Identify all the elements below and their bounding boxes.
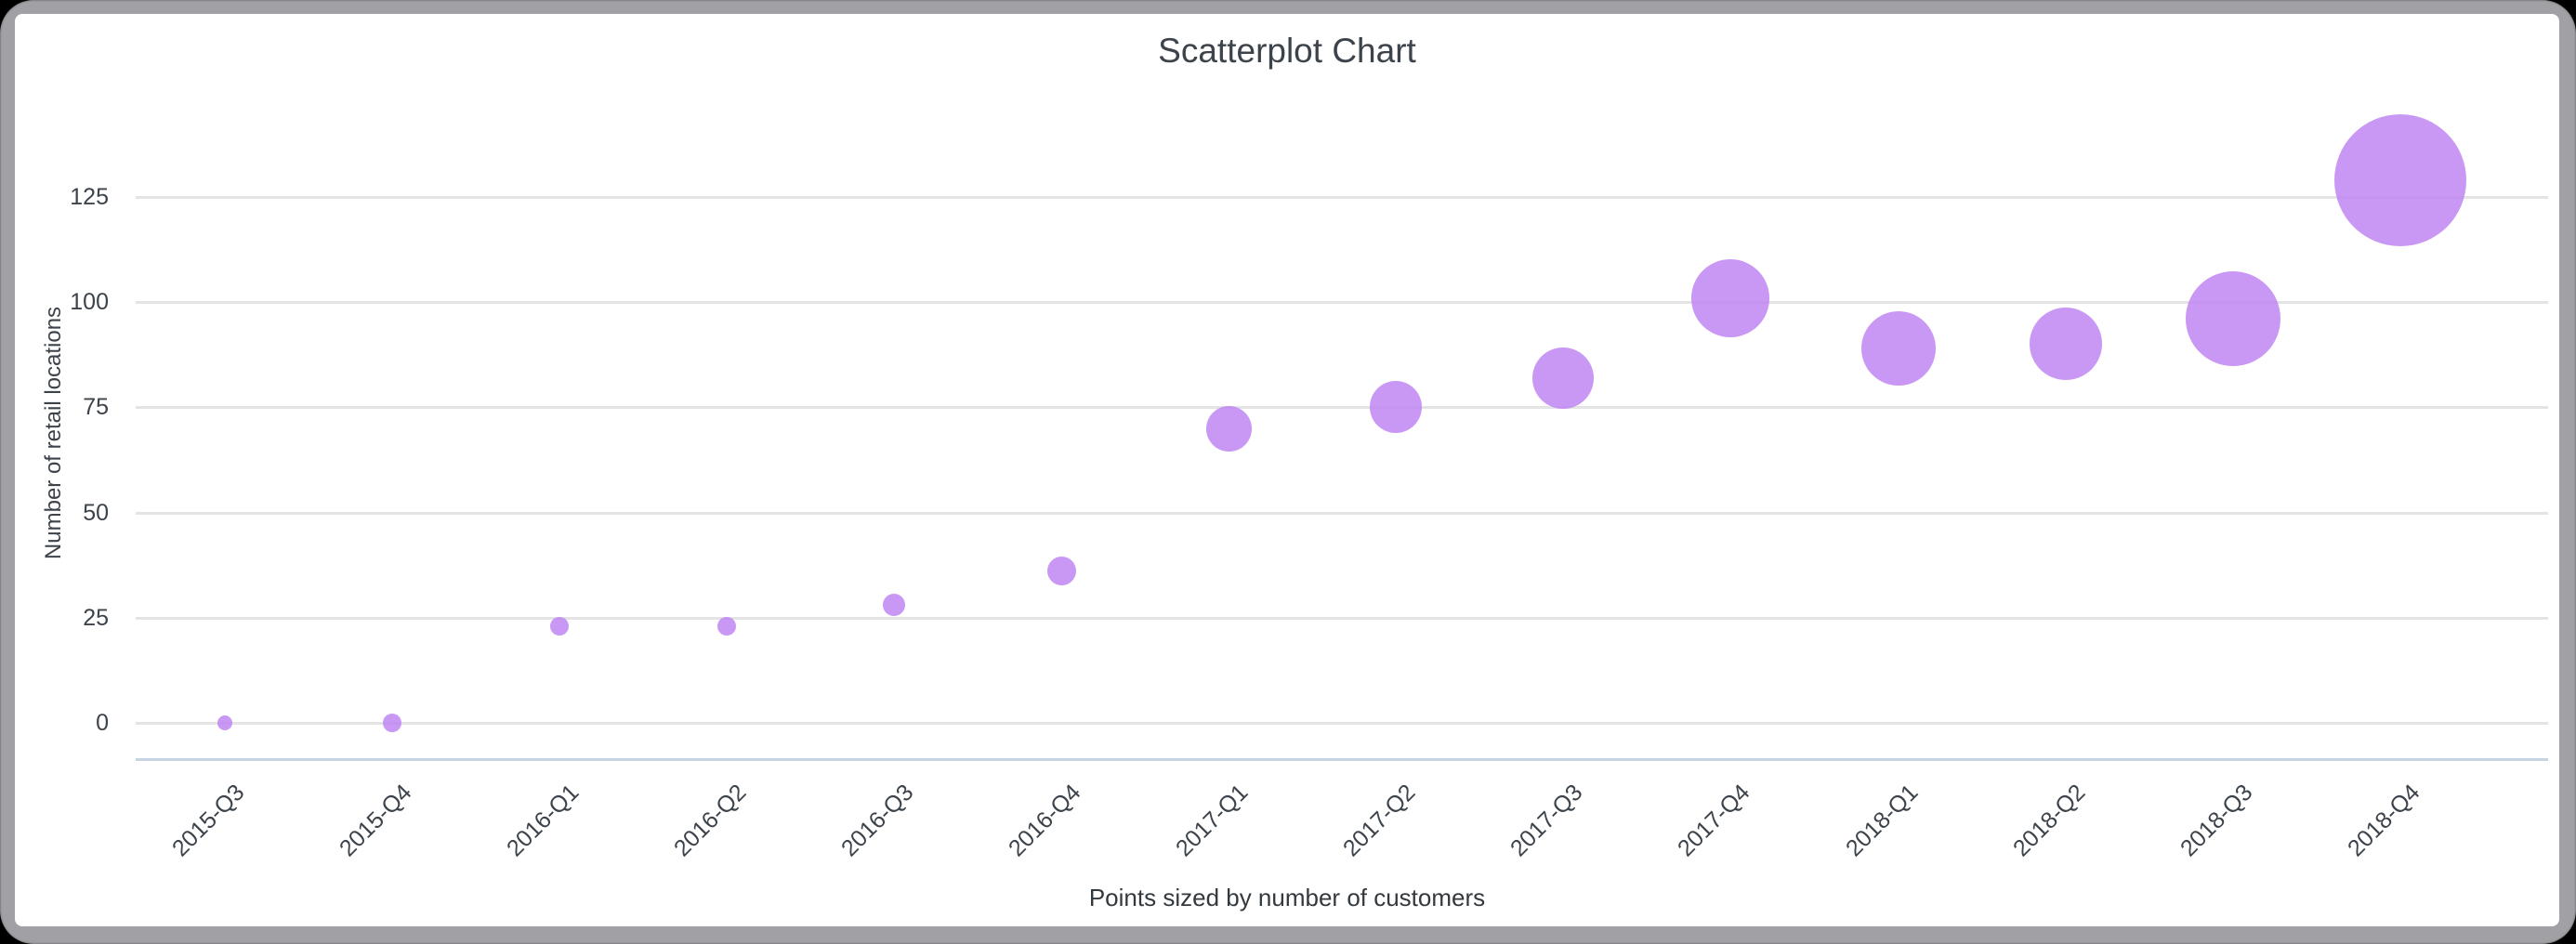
scatter-point[interactable] [382, 714, 401, 732]
scatter-point[interactable] [1046, 557, 1076, 586]
x-tick-label: 2016-Q4 [1003, 779, 1086, 862]
chart-caption: Points sized by number of customers [1088, 884, 1486, 911]
x-axis-line [136, 758, 2548, 761]
x-tick-label: 2017-Q1 [1171, 779, 1254, 862]
x-tick-label: 2015-Q3 [166, 779, 250, 862]
scatter-point[interactable] [549, 616, 569, 636]
gridline [136, 195, 2548, 199]
gridline [136, 301, 2548, 305]
y-tick-label: 100 [70, 289, 109, 316]
x-tick-label: 2018-Q2 [2007, 779, 2091, 862]
x-tick-label: 2016-Q1 [501, 779, 585, 862]
y-tick-label: 75 [83, 394, 109, 421]
scatter-point[interactable] [1691, 258, 1770, 337]
y-tick-label: 50 [83, 499, 109, 526]
gridline [136, 406, 2548, 410]
scatter-point[interactable] [1205, 405, 1252, 452]
scatter-point[interactable] [882, 594, 905, 617]
gridline [136, 511, 2548, 515]
x-tick-label: 2017-Q3 [1505, 779, 1588, 862]
y-tick-label: 125 [70, 183, 109, 210]
gridline [136, 616, 2548, 620]
scatter-point[interactable] [1532, 347, 1595, 409]
scatter-point[interactable] [1860, 310, 1936, 386]
x-tick-label: 2016-Q2 [668, 779, 752, 862]
scatter-point[interactable] [2185, 271, 2280, 367]
x-tick-label: 2018-Q3 [2175, 779, 2258, 862]
scatter-point[interactable] [217, 715, 232, 730]
scatter-point[interactable] [2029, 308, 2102, 381]
y-tick-label: 0 [96, 710, 109, 736]
x-tick-label: 2017-Q2 [1338, 779, 1421, 862]
y-tick-label: 25 [83, 604, 109, 631]
x-tick-label: 2017-Q4 [1673, 779, 1755, 862]
scatter-point[interactable] [2333, 113, 2466, 246]
plot-area: 0 25 50 75 100 125 2015-Q3 2015-Q4 2016-Q1 2016-Q… [15, 14, 2559, 926]
scatter-point[interactable] [1370, 381, 1423, 434]
x-tick-label: 2015-Q4 [334, 779, 417, 862]
x-tick-label: 2018-Q4 [2342, 779, 2425, 862]
gridline [136, 722, 2548, 725]
x-tick-label: 2018-Q1 [1840, 779, 1924, 862]
x-tick-label: 2016-Q3 [835, 779, 919, 862]
chart-card: Scatterplot Chart Number of retail locat… [15, 14, 2559, 926]
scatter-point[interactable] [716, 616, 736, 636]
chart-title: Scatterplot Chart [1158, 32, 1416, 70]
